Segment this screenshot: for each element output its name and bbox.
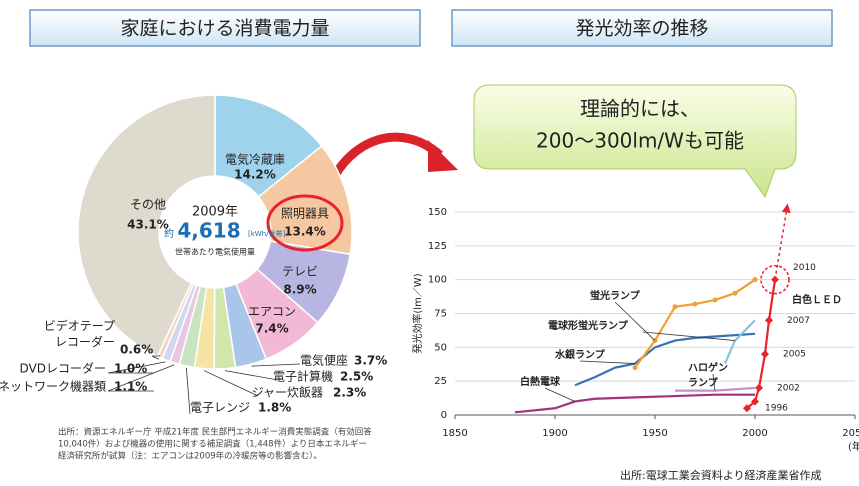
slice-label: 電気冷蔵庫 <box>225 152 285 167</box>
value-label: 2.5% <box>340 370 373 384</box>
value-label: 13.4% <box>284 225 326 239</box>
year-label: 2002 <box>777 383 800 393</box>
slice-label: 電気便座 <box>300 353 348 368</box>
y-axis-label: 発光効率(lm／W) <box>411 273 424 353</box>
y-tick-label: 0 <box>441 410 447 421</box>
point-marker <box>755 383 763 392</box>
year-label: 1996 <box>765 404 788 414</box>
x-tick-label: 1950 <box>642 428 667 439</box>
series-label: 白熱電球 <box>520 375 561 388</box>
donut-slice <box>77 94 216 358</box>
year-label: 2010 <box>793 263 816 273</box>
slice-label: エアコン <box>248 305 296 319</box>
series-label: ハロゲンランプ <box>688 361 728 389</box>
title-box <box>29 9 421 47</box>
x-tick-label: 2000 <box>742 428 767 439</box>
arrow-head <box>428 140 458 172</box>
point-marker <box>743 404 751 413</box>
center-unit: [kWh/世帯] <box>248 229 286 238</box>
point-marker <box>672 304 678 310</box>
y-tick-label: 50 <box>434 342 447 353</box>
slice-label: テレビ <box>282 265 318 279</box>
point-marker <box>632 365 638 371</box>
leader-line <box>712 373 716 391</box>
value-label: 1.1% <box>114 380 147 394</box>
slice-label: ビデオテープレコーダー <box>44 318 115 349</box>
leader-line <box>151 355 160 360</box>
point-marker <box>692 301 698 307</box>
value-label: 14.2% <box>234 168 276 182</box>
leader-line <box>614 301 656 341</box>
x-unit: (年) <box>848 440 859 453</box>
title-box <box>451 9 833 47</box>
series-label: 白色ＬＥＤ <box>792 293 842 306</box>
value-label: 1.0% <box>114 362 147 376</box>
center-caption: 世帯あたり電気使用量 <box>175 247 255 257</box>
chart-title: 家庭における消費電力量 <box>120 18 329 40</box>
highlight-ring <box>760 264 790 295</box>
leader-line <box>642 331 736 341</box>
projection-arrow <box>774 203 791 280</box>
slice-label: その他 <box>130 198 166 212</box>
year-label: 2007 <box>787 316 810 326</box>
leader-line <box>544 387 576 402</box>
leader-line <box>107 361 166 374</box>
highlight-ring <box>266 194 344 252</box>
value-label: 43.1% <box>127 218 169 232</box>
series-line <box>514 393 755 414</box>
leader-line <box>107 364 175 392</box>
slice-label: ジャー炊飯器 <box>252 385 323 400</box>
point-marker <box>752 277 758 283</box>
center-year: 2009年 <box>192 205 238 220</box>
series-label: 電球形蛍光ランプ <box>548 319 629 332</box>
source-note: 10,040件）および機器の使用に関する補足調査（1,448件）より日本エネルギ… <box>58 439 367 450</box>
value-label: 7.4% <box>255 322 288 336</box>
series-line <box>574 332 756 387</box>
value-label: 1.8% <box>258 401 291 415</box>
line-chart: 理論的には、 200～300lm/Wも可能 0 25 50 75 100 125 150 1850… <box>411 97 859 483</box>
slice-label: 照明器具 <box>281 207 329 221</box>
slice-label: ネットワーク機器類 <box>0 379 106 394</box>
leader-line <box>185 367 191 415</box>
point-marker <box>732 290 738 296</box>
x-tick-label: 1850 <box>442 428 467 439</box>
value-label: 2.3% <box>333 386 366 400</box>
x-tick-label: 2050 <box>842 428 859 439</box>
point-marker <box>765 316 773 325</box>
y-tick-label: 125 <box>428 241 447 252</box>
value-label: 8.9% <box>283 283 316 297</box>
center-total: 4,618 <box>177 219 240 243</box>
leader-line <box>579 360 636 364</box>
x-tick-label: 1900 <box>542 428 567 439</box>
slice-label: 電子レンジ <box>190 401 250 415</box>
chart-title: 発光効率の推移 <box>575 18 708 40</box>
leader-line <box>224 370 279 381</box>
value-label: 3.7% <box>354 354 387 368</box>
leader-line <box>251 363 301 367</box>
source-note: 経済研究所が試算（注：エアコンは2009年の冷暖房等の影響含む）。 <box>58 451 322 462</box>
y-tick-label: 150 <box>428 207 447 218</box>
leader-line <box>203 370 259 397</box>
y-tick-label: 25 <box>434 376 447 387</box>
source-note: 出所：資源エネルギー庁 平成21年度 民生部門エネルギー消費実態調査（有効回答 <box>58 427 372 438</box>
slice-label: 電子計算機 <box>273 369 333 384</box>
point-marker <box>761 350 769 359</box>
point-marker <box>751 397 759 406</box>
series-label: 蛍光ランプ <box>590 289 641 302</box>
point-marker <box>712 297 718 303</box>
callout-text: 200～300lm/Wも可能 <box>536 129 744 153</box>
source: 出所:電球工業会資料より経済産業省作成 <box>620 468 822 482</box>
value-label: 0.6% <box>120 343 153 357</box>
center-prefix: 約 <box>164 227 174 240</box>
y-tick-label: 75 <box>434 309 447 320</box>
callout-text: 理論的には、 <box>580 97 700 121</box>
slice-label: DVDレコーダー <box>20 361 106 376</box>
series-label: 水銀ランプ <box>554 348 606 361</box>
callout <box>473 84 797 199</box>
year-label: 2005 <box>783 350 806 360</box>
y-tick-label: 100 <box>428 275 447 286</box>
